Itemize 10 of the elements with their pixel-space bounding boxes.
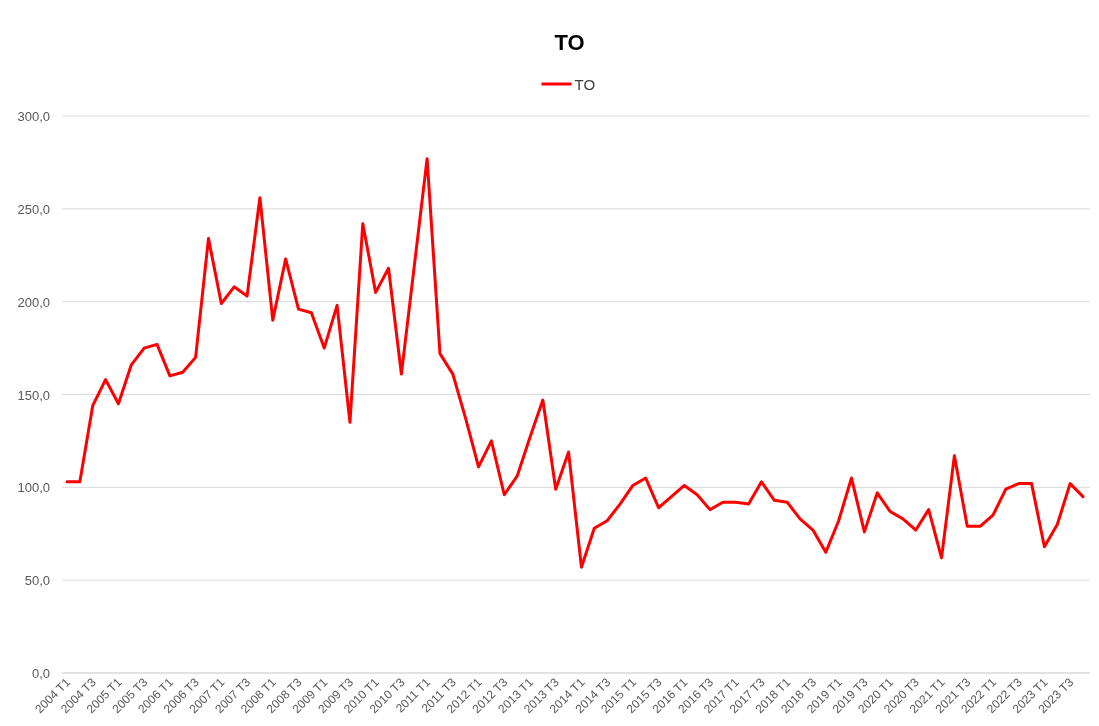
y-tick-label: 0,0 [31, 666, 50, 681]
y-tick-label: 250,0 [17, 201, 50, 217]
y-tick-label: 200,0 [17, 294, 50, 310]
chart-title: TO [554, 30, 585, 55]
y-tick-label: 300,0 [17, 109, 50, 124]
y-tick-label: 100,0 [17, 480, 50, 496]
y-tick-label: 50,0 [24, 573, 50, 589]
legend-label: TO [574, 76, 596, 93]
y-tick-label: 150,0 [17, 387, 50, 403]
line-series [65, 157, 1085, 569]
